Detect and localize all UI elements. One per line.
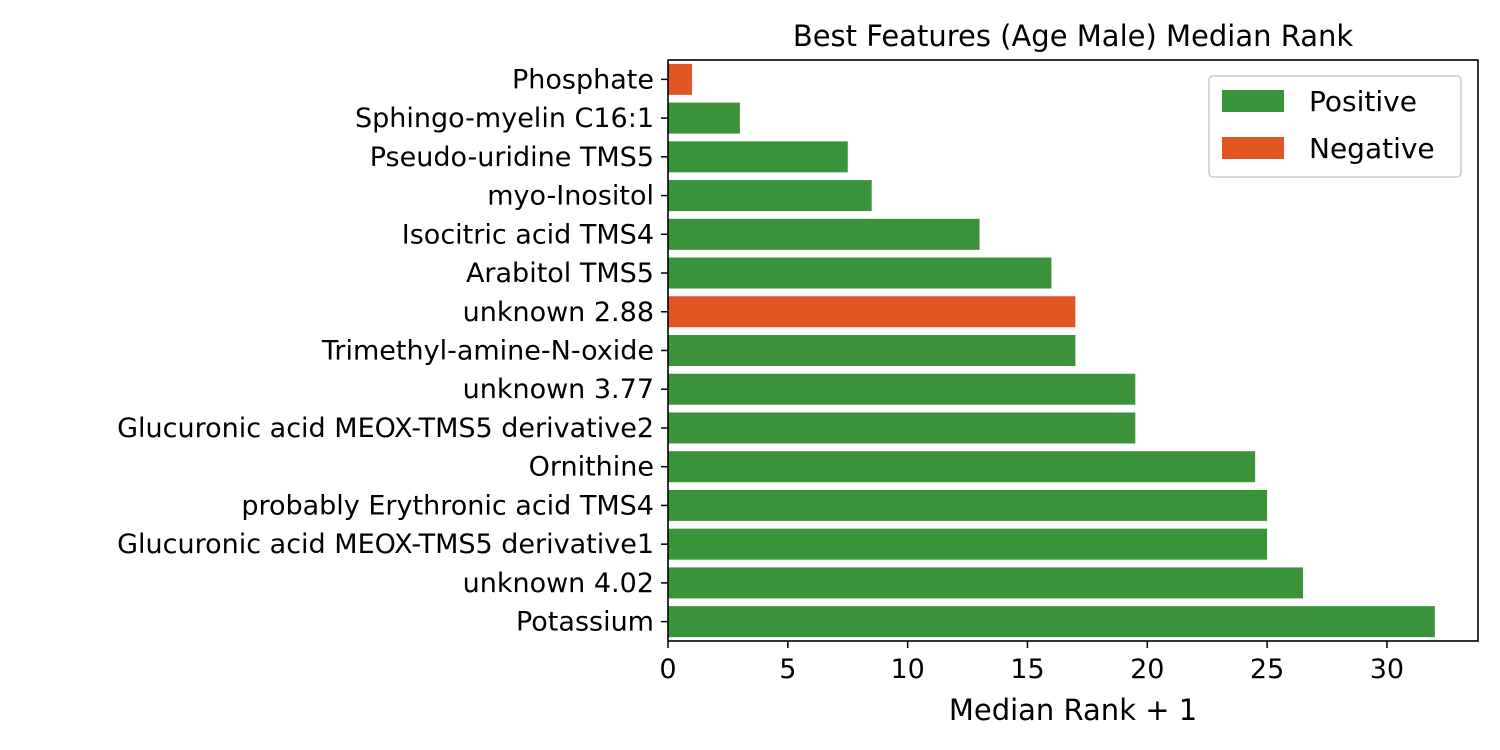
category-label-11: probably Erythronic acid TMS4: [241, 490, 654, 521]
category-label-14: Potassium: [516, 607, 654, 638]
bar-13: [668, 567, 1304, 599]
bar-9: [668, 412, 1136, 444]
category-label-1: Sphingo-myelin C16:1: [355, 103, 654, 134]
bar-2: [668, 141, 848, 173]
x-tick-label-1: 5: [779, 654, 796, 685]
x-tick-label-6: 30: [1370, 654, 1404, 685]
bar-0: [668, 63, 692, 95]
category-label-7: Trimethyl-amine-N-oxide: [321, 336, 654, 367]
category-label-5: Arabitol TMS5: [466, 258, 654, 289]
legend: Positive Negative: [1208, 75, 1462, 178]
category-label-0: Phosphate: [512, 64, 654, 95]
bar-11: [668, 489, 1268, 521]
x-tick-label-0: 0: [659, 654, 676, 685]
category-label-9: Glucuronic acid MEOX-TMS5 derivative2: [117, 413, 654, 444]
category-label-4: Isocitric acid TMS4: [402, 219, 654, 250]
category-label-2: Pseudo-uridine TMS5: [370, 142, 654, 173]
legend-label-positive: Positive: [1309, 85, 1417, 118]
x-tick-label-4: 20: [1130, 654, 1164, 685]
bar-12: [668, 528, 1268, 560]
category-label-6: unknown 2.88: [463, 297, 654, 328]
legend-label-negative: Negative: [1309, 132, 1435, 165]
bars-layer: [668, 63, 1435, 638]
bar-4: [668, 218, 980, 250]
category-labels: Phosphate Sphingo-myelin C16:1 Pseudo-urid…: [117, 64, 668, 638]
bar-3: [668, 180, 872, 212]
x-axis-label: Median Rank + 1: [949, 693, 1197, 727]
category-label-13: unknown 4.02: [463, 568, 654, 599]
plot-frame: [667, 59, 1479, 642]
chart-title: Best Features (Age Male) Median Rank: [793, 19, 1354, 53]
bar-10: [668, 451, 1256, 483]
category-label-3: myo-Inositol: [487, 181, 654, 212]
bar-1: [668, 102, 740, 134]
x-tick-label-5: 25: [1250, 654, 1284, 685]
bar-7: [668, 335, 1076, 366]
bar-14: [668, 606, 1435, 638]
x-axis-ticks: 0 5 10 15 20 25 30: [659, 641, 1404, 685]
category-label-10: Ornithine: [529, 452, 654, 483]
x-tick-label-3: 15: [1010, 654, 1044, 685]
category-label-12: Glucuronic acid MEOX-TMS5 derivative1: [117, 529, 654, 560]
legend-swatch-negative: [1222, 137, 1284, 159]
legend-swatch-positive: [1222, 90, 1284, 112]
x-tick-label-2: 10: [890, 654, 924, 685]
category-label-8: unknown 3.77: [463, 374, 654, 405]
bar-6: [668, 296, 1076, 328]
bar-5: [668, 257, 1052, 289]
bar-8: [668, 373, 1136, 405]
